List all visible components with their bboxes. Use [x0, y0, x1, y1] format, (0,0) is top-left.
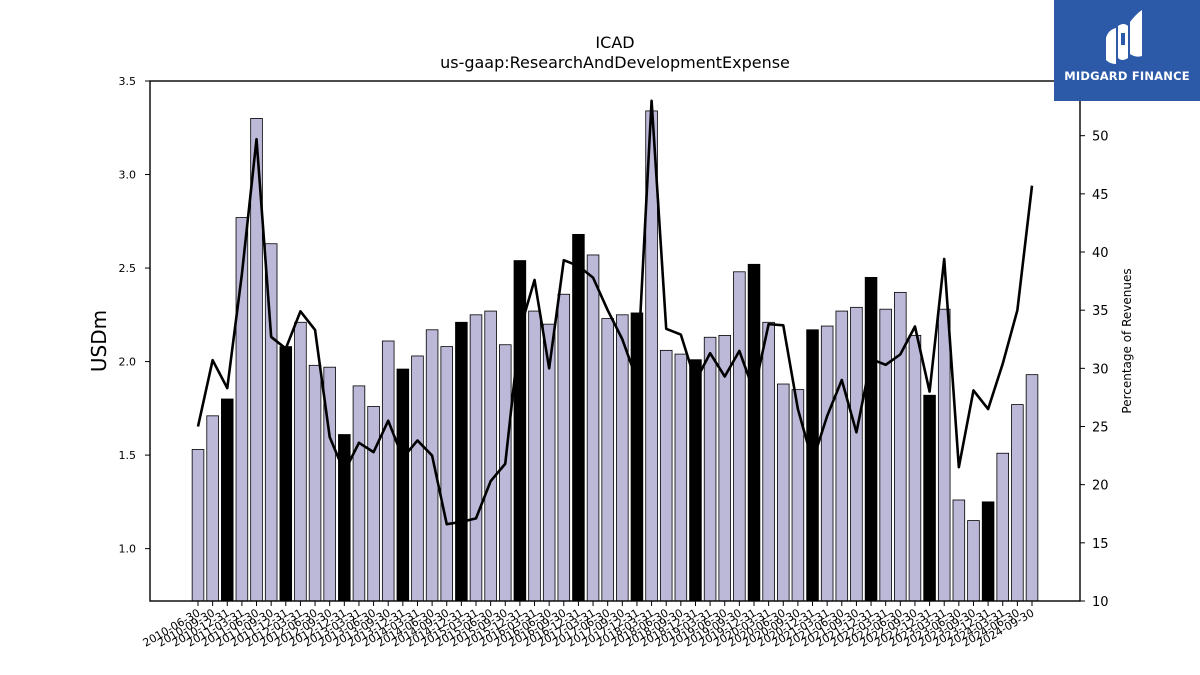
- y2-tick-label-25: 25: [1092, 421, 1109, 436]
- bar-2019-09-30: [733, 271, 746, 602]
- bar-2015-09-30: [499, 344, 512, 602]
- y-axis-label: USDm: [87, 310, 111, 372]
- bar-2010-12-31: [221, 398, 234, 602]
- bar-2016-03-31: [528, 310, 541, 602]
- plot-frame: [149, 80, 1081, 602]
- revenue-percentage-line: [196, 99, 1034, 526]
- bar-2022-03-31: [879, 308, 892, 602]
- bar-2024-03-31: [996, 452, 1009, 602]
- bar-2020-06-30: [777, 383, 790, 602]
- y-tick-label-3.5: 3.5: [119, 75, 137, 88]
- y2-tick-label-50: 50: [1092, 130, 1109, 145]
- y2-tick-label-30: 30: [1092, 362, 1109, 377]
- bar-2015-06-30: [484, 310, 497, 602]
- bar-2013-06-30: [367, 406, 380, 602]
- y2-tick-label-15: 15: [1092, 537, 1109, 552]
- bar-2017-09-30: [616, 314, 629, 602]
- y2-tick-label-40: 40: [1092, 246, 1109, 261]
- bar-2010-09-30: [206, 415, 219, 602]
- y-tick-label-2.0: 2.0: [119, 356, 137, 369]
- bar-2023-03-31: [937, 308, 951, 602]
- bar-2019-03-31: [703, 336, 717, 602]
- bar-2020-12-31: [806, 329, 819, 602]
- bar-2014-06-30: [425, 329, 439, 602]
- bar-2021-03-31: [820, 325, 834, 602]
- midgard-logo-icon: [1106, 10, 1142, 64]
- y2-tick-label-35: 35: [1092, 304, 1109, 319]
- y2-axis-label: Percentage of Revenues: [1120, 268, 1134, 413]
- bar-2018-12-31: [689, 359, 702, 602]
- bar-2013-09-30: [381, 340, 395, 602]
- bar-2022-09-30: [908, 334, 922, 602]
- y2-tick-label-45: 45: [1092, 188, 1109, 203]
- bar-2013-12-31: [396, 368, 410, 602]
- y2-tick-label-10: 10: [1092, 595, 1109, 610]
- bar-2011-12-31: [279, 346, 293, 602]
- bar-2020-03-31: [762, 321, 775, 602]
- brand-logo: MIDGARD FINANCE: [1054, 0, 1200, 101]
- axes-group: 1.01.52.02.53.03.51015202530354045502010…: [119, 75, 1109, 650]
- bar-2023-06-30: [952, 499, 966, 602]
- bar-2014-09-30: [440, 346, 453, 602]
- bar-2012-06-30: [308, 364, 322, 602]
- bar-2017-03-31: [586, 254, 600, 602]
- bar-2010-06-30: [191, 449, 205, 602]
- chart-subtitle: us-gaap:ResearchAndDevelopmentExpense: [440, 53, 790, 72]
- brand-name: MIDGARD FINANCE: [1064, 69, 1190, 83]
- bar-2016-12-31: [572, 233, 585, 602]
- bar-2018-09-30: [674, 353, 688, 602]
- bar-2012-03-31: [294, 321, 307, 602]
- chart-title: ICAD: [595, 33, 634, 52]
- bar-2014-03-31: [411, 355, 424, 602]
- bar-2024-06-30: [1011, 404, 1024, 602]
- bar-2023-09-30: [967, 520, 980, 602]
- bar-2013-03-31: [352, 385, 366, 602]
- y2-tick-label-20: 20: [1092, 479, 1109, 494]
- bar-2021-06-30: [835, 310, 849, 602]
- bar-2021-12-31: [864, 276, 878, 602]
- bar-2022-06-30: [894, 291, 907, 602]
- bar-2023-12-31: [981, 501, 995, 602]
- bar-2018-06-30: [659, 349, 673, 602]
- bar-2016-09-30: [557, 293, 571, 602]
- y-tick-label-1.0: 1.0: [119, 543, 137, 556]
- line-group: [196, 99, 1034, 526]
- bar-2021-09-30: [850, 306, 863, 602]
- y-tick-label-3.0: 3.0: [119, 169, 137, 182]
- bar-group: [191, 110, 1039, 602]
- y-tick-label-1.5: 1.5: [119, 449, 137, 462]
- y-tick-label-2.5: 2.5: [119, 262, 137, 275]
- bar-2014-12-31: [455, 321, 468, 602]
- bar-2019-12-31: [747, 263, 761, 602]
- bar-2017-06-30: [601, 318, 614, 602]
- bar-2024-09-30: [1025, 374, 1039, 602]
- bar-2022-12-31: [923, 394, 936, 602]
- bar-2015-03-31: [469, 314, 483, 602]
